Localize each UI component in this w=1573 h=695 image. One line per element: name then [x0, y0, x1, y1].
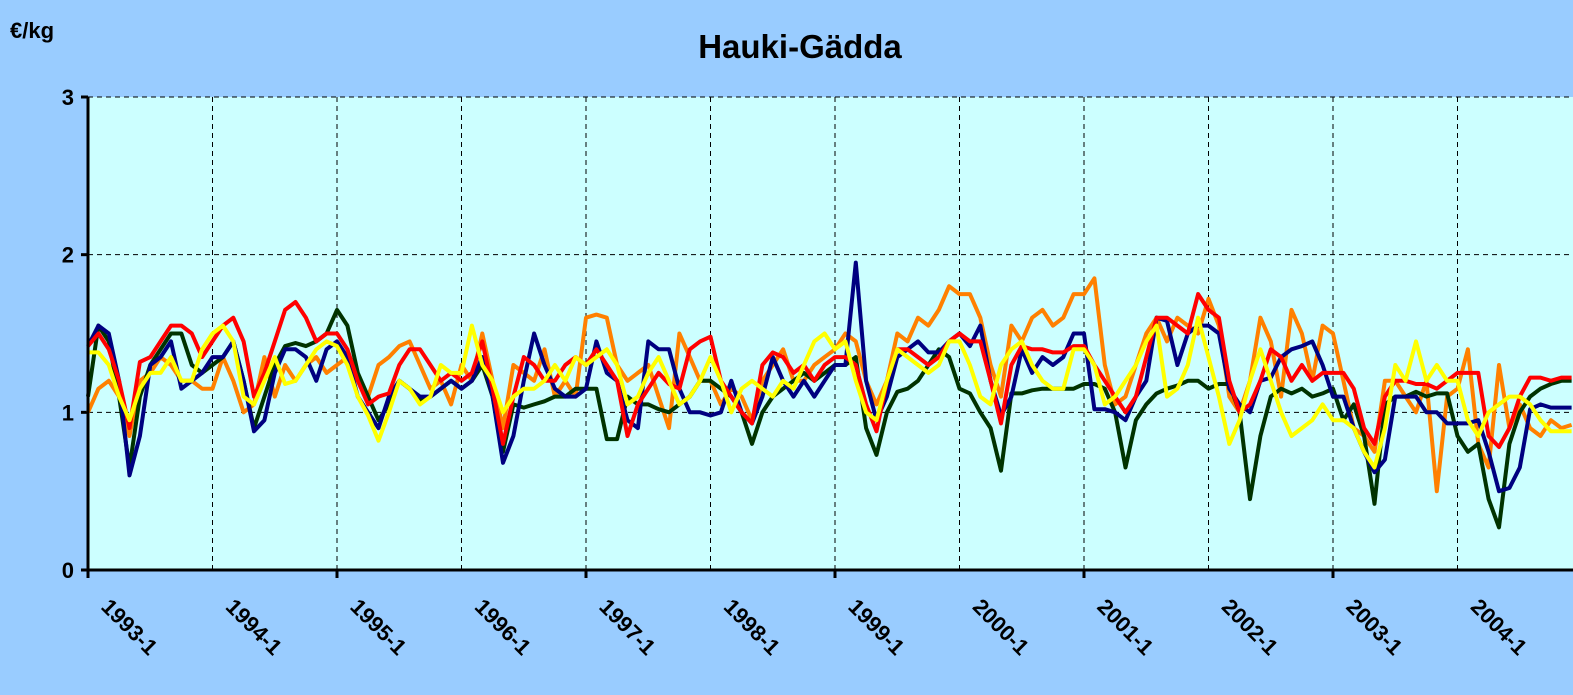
series-line [86, 307, 1572, 530]
series-line [88, 315, 1572, 470]
series-line [86, 276, 1573, 494]
series-line [86, 260, 1572, 494]
y-tick-label: 0 [62, 558, 74, 583]
series-line [86, 292, 1572, 449]
y-tick-label: 3 [62, 85, 74, 110]
y-tick-label: 2 [62, 243, 74, 268]
chart-title: Hauki-Gädda [698, 28, 902, 65]
y-axis-label: €/kg [10, 18, 54, 43]
y-tick-label: 1 [62, 400, 74, 425]
